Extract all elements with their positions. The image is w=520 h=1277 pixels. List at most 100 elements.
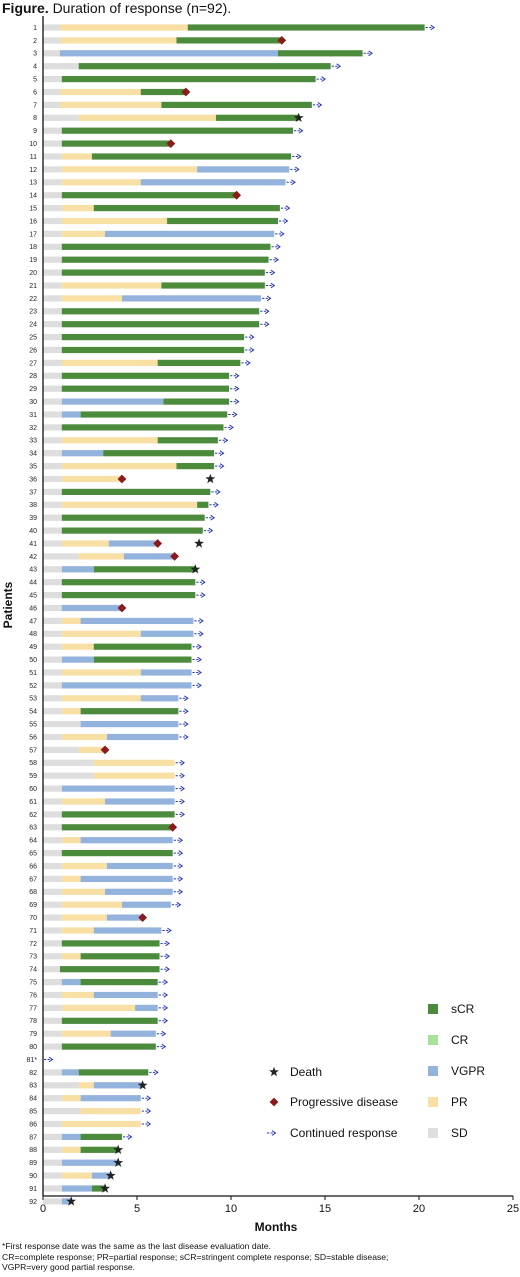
- bar-segment-sd: [43, 850, 62, 857]
- patient-id-label: 5: [33, 77, 37, 84]
- continued-response-arrow: [156, 1030, 167, 1037]
- patient-id-label: 32: [29, 425, 37, 432]
- continued-response-arrow: [194, 618, 204, 624]
- patient-row: 19: [29, 256, 279, 264]
- bar-segment-scr: [61, 127, 294, 134]
- bar-segment-pr: [61, 643, 94, 650]
- patient-row: 61: [29, 798, 185, 806]
- bar-segment-sd: [43, 140, 62, 147]
- bar-segment-vgpr: [61, 398, 164, 405]
- continued-response-arrow: [173, 863, 184, 869]
- continued-response-arrow: [245, 334, 255, 340]
- patient-id-label: 25: [29, 335, 37, 342]
- bar-segment-vgpr: [140, 630, 194, 637]
- patient-id-label: 16: [29, 218, 37, 225]
- patient-row: 20: [29, 269, 276, 277]
- bar-segment-sd: [43, 1159, 62, 1166]
- patient-id-label: 13: [29, 180, 37, 187]
- bar-segment-vgpr: [108, 540, 158, 547]
- bar-segment-vgpr: [61, 1159, 119, 1166]
- x-tick-label: 0: [40, 1203, 46, 1215]
- x-tick-label: 5: [134, 1203, 140, 1215]
- progressive-disease-marker: [232, 190, 242, 200]
- bar-segment-sd: [43, 256, 62, 263]
- bar-segment-scr: [61, 385, 230, 392]
- bar-segment-sd: [43, 24, 60, 31]
- patient-id-label: 71: [29, 928, 37, 935]
- continued-response-arrow: [175, 785, 185, 792]
- patient-row: 58: [29, 759, 185, 767]
- continued-response-arrow: [141, 1121, 152, 1127]
- legend-item-pr: PR: [428, 1095, 468, 1109]
- patient-row: 39: [29, 514, 216, 522]
- bar-segment-sd: [43, 127, 62, 134]
- continued-response-arrow: [158, 1017, 169, 1024]
- bar-segment-vgpr: [61, 1198, 72, 1205]
- bar-segment-sd: [43, 179, 62, 186]
- patient-row: 15: [29, 205, 291, 213]
- continued-response-arrow: [175, 772, 185, 779]
- bar-segment-pr: [61, 798, 106, 805]
- bar-segment-vgpr: [80, 1095, 141, 1102]
- bar-segment-sd: [43, 411, 62, 418]
- patient-id-label: 28: [29, 373, 37, 380]
- patient-row: 31: [29, 411, 238, 419]
- bar-segment-sd: [43, 1172, 62, 1179]
- patient-row: 66: [29, 862, 184, 870]
- continued-response-arrow: [260, 321, 270, 328]
- continued-response-arrow: [230, 372, 240, 379]
- bar-segment-scr: [61, 424, 224, 431]
- legend-item-scr: sCR: [428, 1002, 475, 1016]
- bar-segment-sd: [43, 1017, 62, 1024]
- bar-segment-vgpr: [93, 1082, 143, 1089]
- patient-id-label: 89: [29, 1160, 37, 1167]
- patient-id-label: 58: [29, 760, 37, 767]
- bar-segment-vgpr: [140, 179, 286, 186]
- bar-segment-sd: [43, 566, 62, 573]
- legend-item-pd: Progressive disease: [269, 1095, 398, 1109]
- patient-row: 1: [33, 24, 436, 32]
- patient-id-label: 67: [29, 876, 37, 883]
- bar-segment-vgpr: [61, 656, 94, 663]
- bar-segment-pr: [61, 669, 141, 676]
- continued-response-arrow: [215, 463, 225, 469]
- bar-segment-vgpr: [61, 785, 175, 792]
- patient-row: 60: [29, 785, 185, 793]
- patient-row: 90: [29, 1170, 116, 1180]
- patient-row: 44: [29, 579, 206, 587]
- patient-id-label: 36: [29, 476, 37, 483]
- patient-row: 12: [29, 166, 300, 174]
- bar-segment-scr: [157, 437, 218, 444]
- patient-row: 80: [29, 1043, 167, 1051]
- bar-segment-sd: [43, 424, 62, 431]
- bar-segment-sd: [43, 746, 79, 753]
- bar-segment-sd: [43, 914, 62, 921]
- legend-arrow-icon: [267, 1130, 277, 1136]
- bar-segment-pr: [61, 540, 109, 547]
- patient-id-label: 78: [29, 1018, 37, 1025]
- continued-response-arrow: [160, 940, 170, 947]
- patient-row: 42: [29, 552, 179, 561]
- bar-segment-vgpr: [140, 695, 179, 702]
- death-marker: [113, 1157, 124, 1167]
- continued-response-arrow: [179, 695, 189, 702]
- continued-response-arrow: [275, 231, 285, 237]
- patient-row: 7: [33, 101, 323, 109]
- patient-row: 69: [29, 901, 182, 909]
- bar-segment-sd: [43, 553, 79, 560]
- bar-segment-sd: [43, 759, 94, 766]
- patient-id-label: 61: [29, 799, 37, 806]
- patient-row: 85: [29, 1108, 152, 1116]
- bar-segment-sd: [43, 643, 62, 650]
- continued-response-arrow: [196, 592, 206, 598]
- bar-segment-sd: [43, 346, 62, 354]
- patient-id-label: 70: [29, 915, 37, 922]
- patient-id-label: 1: [33, 25, 37, 32]
- bar-segment-sd: [43, 501, 62, 508]
- bar-segment-sd: [43, 50, 60, 57]
- bar-segment-vgpr: [93, 991, 158, 999]
- patient-row: 55: [29, 721, 189, 729]
- patient-id-label: 92: [29, 1199, 37, 1206]
- patient-row: 72: [29, 940, 170, 948]
- patient-id-label: 73: [29, 954, 37, 961]
